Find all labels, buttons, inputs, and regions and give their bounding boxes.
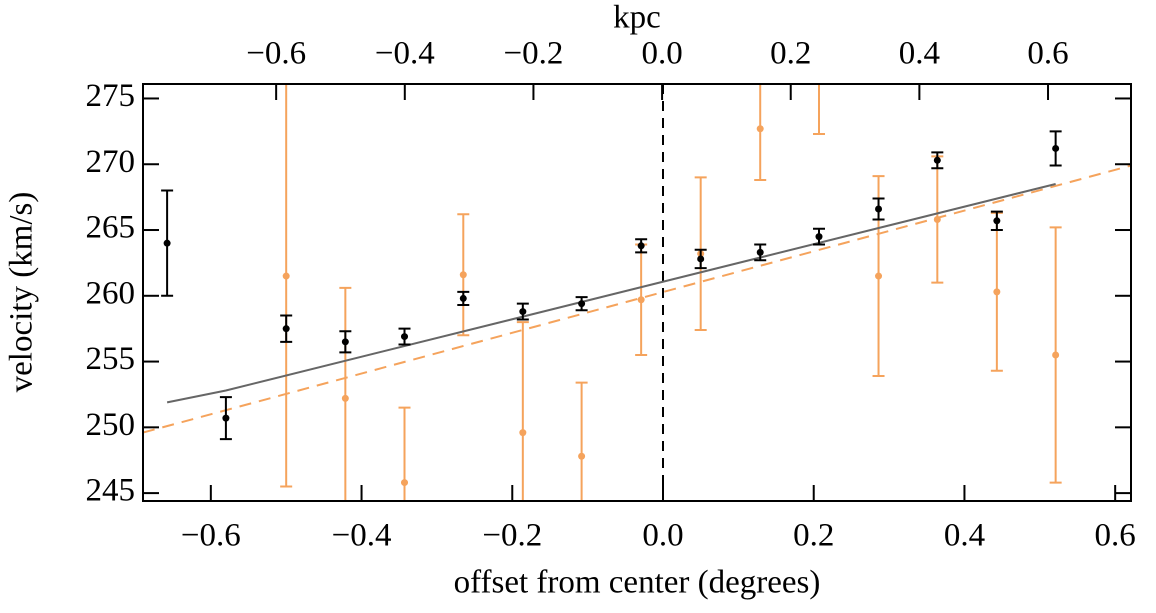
y-tick-label: 275 xyxy=(86,78,136,114)
x-tick-label: −0.4 xyxy=(332,518,392,554)
x2-tick-label: −0.6 xyxy=(246,36,306,72)
x2-tick-label: 0.4 xyxy=(899,36,940,72)
y-tick-label: 265 xyxy=(86,210,136,246)
data-point xyxy=(875,272,883,280)
plot-frame xyxy=(142,83,1132,502)
y-axis-title: velocity (km/s) xyxy=(4,192,40,393)
data-point xyxy=(222,414,230,422)
y-tick-label: 260 xyxy=(86,275,136,311)
data-point xyxy=(1052,144,1060,152)
data-point xyxy=(637,242,645,250)
plot-data xyxy=(143,77,1131,501)
x-tick-label: 0.4 xyxy=(944,518,985,554)
data-point xyxy=(637,296,645,304)
y-tick-label: 270 xyxy=(86,144,136,180)
x2-tick-label: 0.6 xyxy=(1027,36,1068,72)
data-point xyxy=(993,288,1001,296)
x2-tick-label: −0.4 xyxy=(375,36,435,72)
y-tick-label: 245 xyxy=(86,473,136,509)
data-point xyxy=(282,325,290,333)
trend-line xyxy=(143,164,1131,434)
x2-tick-label: −0.2 xyxy=(504,36,564,72)
data-point xyxy=(578,452,586,460)
data-point xyxy=(341,338,349,346)
data-point xyxy=(459,294,467,302)
top-axis-title: kpc xyxy=(613,0,661,36)
x-tick-label: 0.2 xyxy=(793,518,834,554)
x-tick-label: 0.0 xyxy=(642,518,683,554)
x-tick-label: −0.6 xyxy=(181,518,241,554)
x-tick-label: −0.2 xyxy=(482,518,542,554)
data-point xyxy=(875,205,883,213)
data-point xyxy=(756,125,764,133)
data-point xyxy=(816,77,823,84)
data-point xyxy=(993,217,1001,225)
x2-tick-label: 0.0 xyxy=(641,36,682,72)
x2-tick-label: 0.2 xyxy=(770,36,811,72)
trend-line xyxy=(166,183,1056,404)
data-point xyxy=(401,333,409,341)
data-point xyxy=(1052,351,1060,359)
data-point xyxy=(282,272,290,280)
data-point xyxy=(697,255,705,263)
data-point xyxy=(519,429,527,437)
data-point xyxy=(163,239,171,247)
y-tick-label: 255 xyxy=(86,341,136,377)
data-point xyxy=(519,308,527,316)
data-point xyxy=(578,300,586,308)
error-bar xyxy=(813,84,825,135)
data-point xyxy=(933,156,941,164)
x-tick-label: 0.6 xyxy=(1095,518,1136,554)
data-point xyxy=(459,271,467,279)
x-axis-title: offset from center (degrees) xyxy=(454,565,821,601)
data-point xyxy=(401,479,409,487)
y-tick-label: 250 xyxy=(86,407,136,443)
data-point xyxy=(815,233,823,241)
data-point xyxy=(756,248,764,256)
data-point xyxy=(341,394,349,402)
